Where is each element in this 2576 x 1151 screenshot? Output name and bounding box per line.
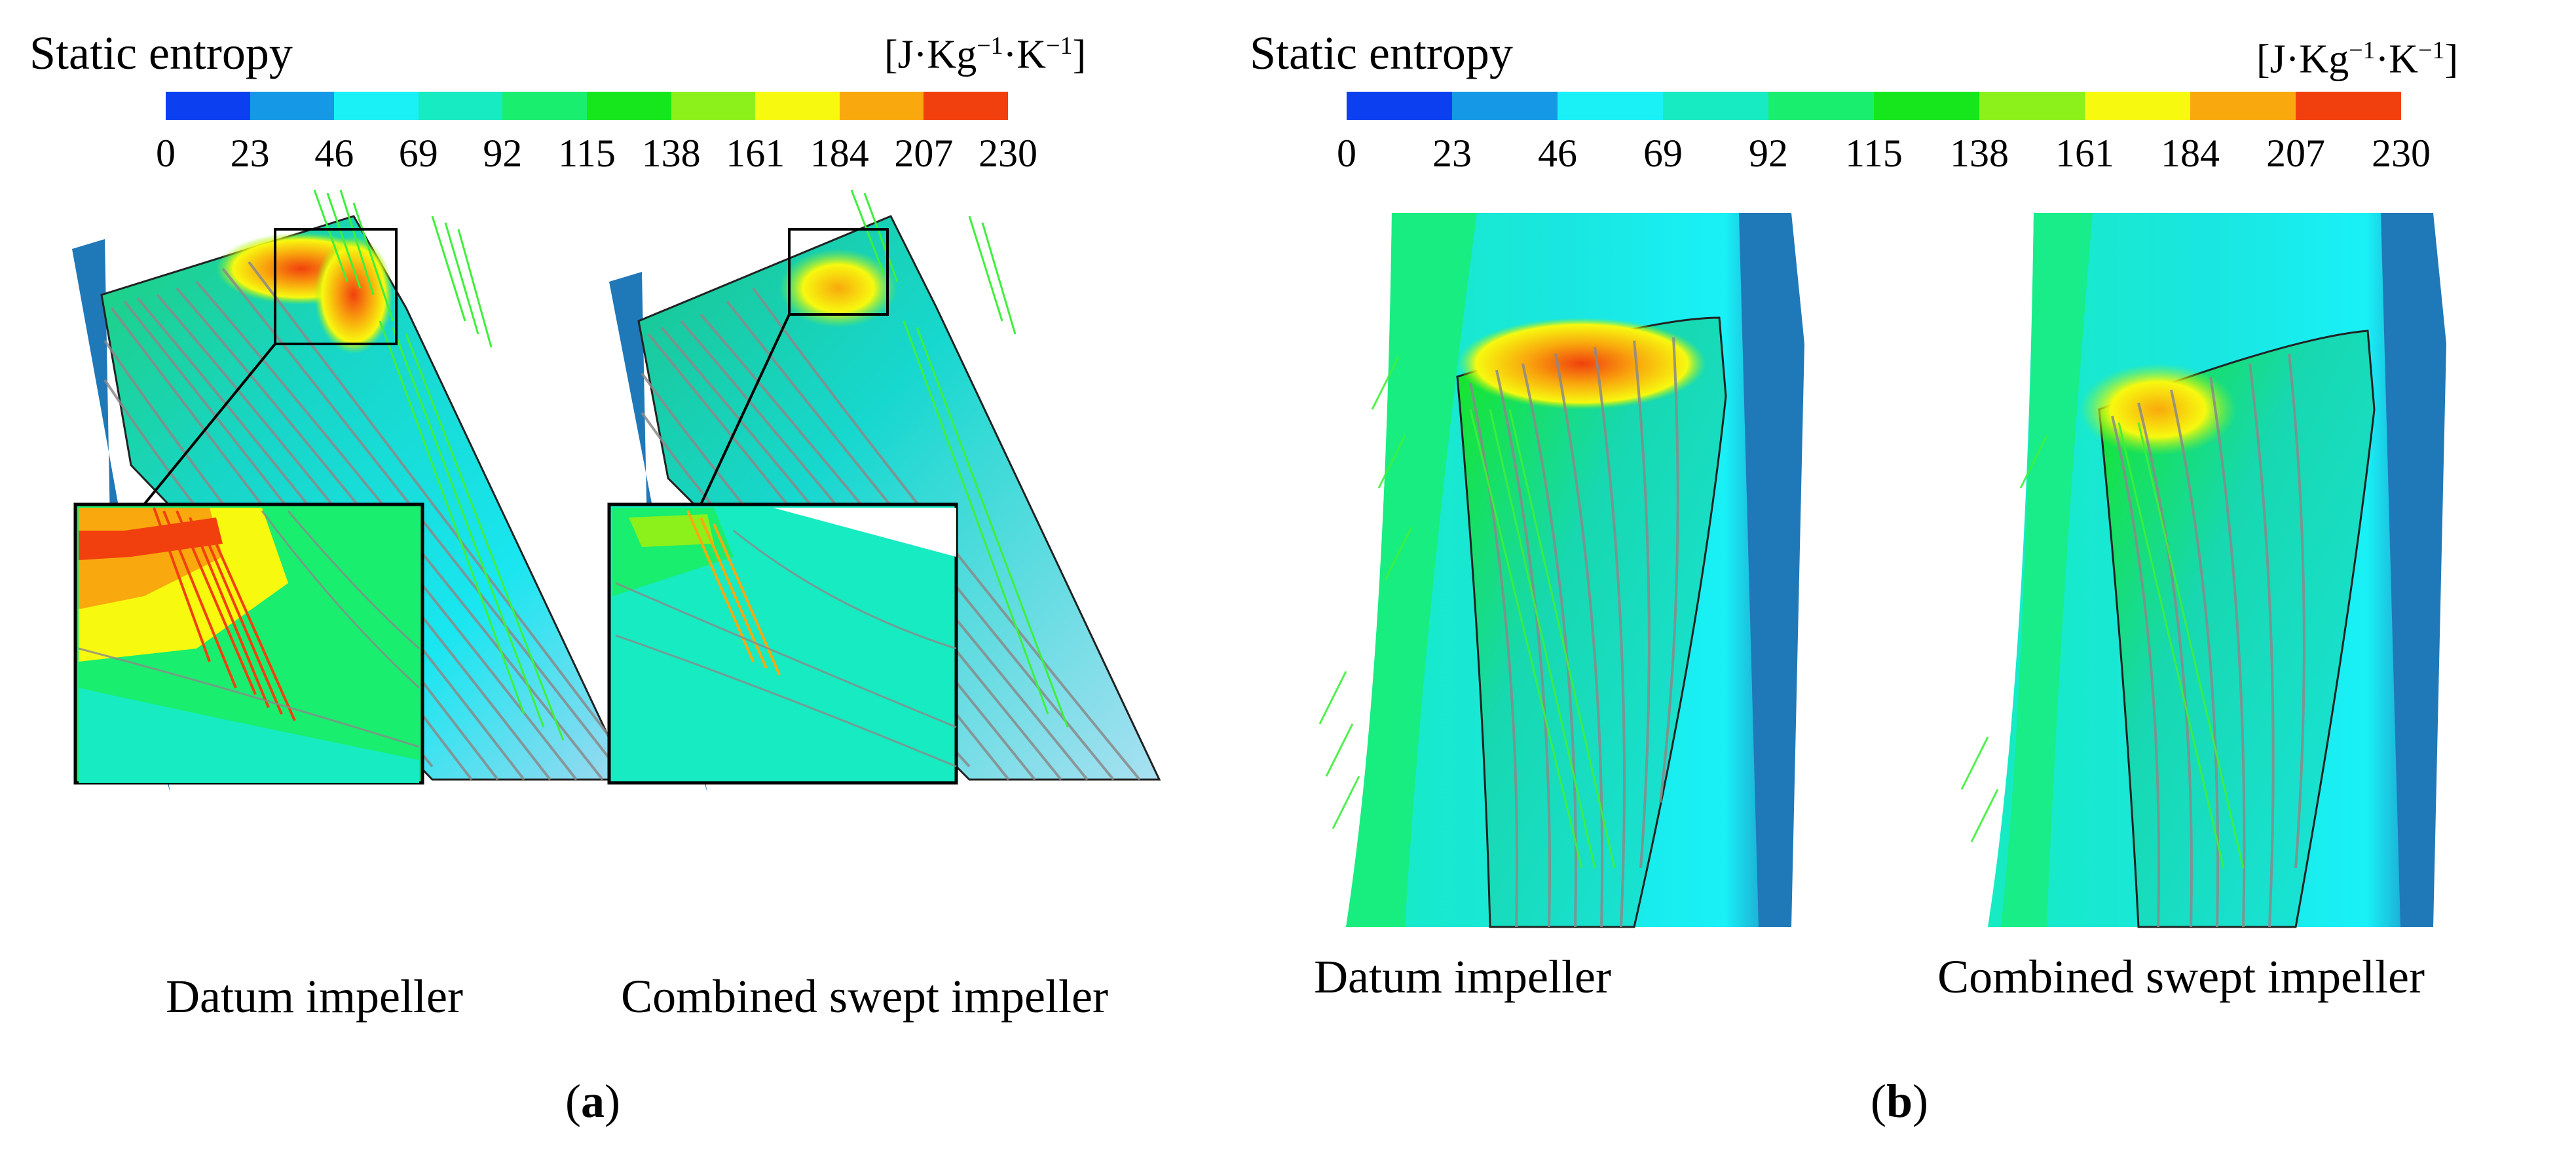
zoom-connector <box>143 343 276 506</box>
zoom-inset <box>607 502 958 785</box>
panel-label-a: (a) <box>565 1075 620 1127</box>
colorbar-tick-label: 46 <box>314 132 354 175</box>
colorbar <box>1347 92 2401 120</box>
high-entropy-region <box>1457 318 1706 409</box>
hub-surface <box>609 272 707 793</box>
panel-b: Static entropy [J·Kg−1·K−1] 0 23 46 69 92 115… <box>1244 0 2576 1151</box>
colorbar-segment <box>2085 92 2190 120</box>
hub-surface <box>72 239 170 793</box>
caption-datum-impeller: Datum impeller <box>1314 951 1611 1003</box>
colorbar-tick-label: 69 <box>398 132 438 175</box>
zoom-connector <box>700 314 791 505</box>
colorbar-unit: [J·Kg−1·K−1] <box>2256 37 2459 82</box>
shroud-surface <box>2381 213 2446 927</box>
colorbar-segment <box>250 92 335 120</box>
colorbar-segment <box>1979 92 2085 120</box>
colorbar-title: Static entropy <box>29 27 293 79</box>
colorbar-segment <box>1347 92 1452 120</box>
colorbar-segment <box>839 92 924 120</box>
colorbar-segment <box>1558 92 1663 120</box>
colorbar-segment <box>166 92 250 120</box>
panel-label-b: (b) <box>1870 1075 1929 1127</box>
high-entropy-region <box>2080 364 2237 455</box>
colorbar-segment <box>2190 92 2296 120</box>
velocity-vectors <box>1318 356 1616 869</box>
colorbar-tick-label: 46 <box>1538 132 1577 175</box>
impeller-views-b <box>1318 213 2446 928</box>
high-entropy-region <box>314 236 393 354</box>
streamlines <box>2111 353 2305 928</box>
colorbar-tick-label: 138 <box>641 132 701 175</box>
colorbar-segment <box>586 92 671 120</box>
swept-impeller-view-b <box>1960 213 2446 928</box>
zoom-box <box>274 228 398 345</box>
colorbar-tick-label: 161 <box>726 132 785 175</box>
colorbar-tick-label: 23 <box>1432 132 1472 175</box>
streamlines <box>1469 337 1679 928</box>
zoom-inset <box>73 502 424 785</box>
colorbar-segment <box>2296 92 2401 120</box>
colorbar <box>166 92 1008 120</box>
colorbar-tick-label: 184 <box>2161 132 2220 175</box>
colorbar-segment <box>671 92 756 120</box>
colorbar-segment <box>502 92 587 120</box>
colorbar-tick-label: 207 <box>2266 132 2325 175</box>
colorbar-tick-label: 115 <box>1845 132 1903 175</box>
colorbar-unit: [J·Kg−1·K−1] <box>884 32 1087 77</box>
datum-impeller-view-b <box>1318 213 1804 928</box>
colorbar-tick-label: 0 <box>1337 132 1356 175</box>
zoom-box <box>788 228 889 316</box>
colorbar-segment <box>1874 92 1979 120</box>
high-entropy-region <box>779 249 897 328</box>
velocity-vectors <box>313 189 565 741</box>
colorbar-segment <box>1663 92 1768 120</box>
swept-impeller-view-a <box>607 189 1161 793</box>
panel-a: Static entropy [J·Kg−1·K−1] 0 23 46 69 92 115… <box>0 0 1161 1151</box>
colorbar-tick-label: 138 <box>1950 132 2009 175</box>
colorbar-tick-label: 23 <box>230 132 270 175</box>
colorbar-tick-label: 184 <box>810 132 869 175</box>
datum-impeller-view-a <box>72 189 631 793</box>
colorbar-segment <box>418 92 503 120</box>
caption-datum-impeller: Datum impeller <box>166 970 463 1023</box>
colorbar-tick-label: 161 <box>2055 132 2114 175</box>
colorbar-segment <box>755 92 840 120</box>
colorbar-segment <box>1768 92 1874 120</box>
impeller-views-a <box>72 189 1161 793</box>
caption-combined-swept-impeller: Combined swept impeller <box>1937 951 2425 1003</box>
colorbar-tick-label: 92 <box>1749 132 1788 175</box>
inset-vectors <box>153 507 296 721</box>
colorbar-title: Static entropy <box>1250 27 1513 79</box>
shroud-surface <box>1739 213 1804 927</box>
velocity-vectors <box>1960 422 2245 869</box>
colorbar-tick-label: 69 <box>1643 132 1683 175</box>
colorbar-segment <box>1452 92 1558 120</box>
colorbar-tick-label: 0 <box>156 132 176 175</box>
colorbar-tick-label: 230 <box>2372 132 2431 175</box>
colorbar-tick-label: 207 <box>894 132 954 175</box>
colorbar-tick-label: 92 <box>483 132 523 175</box>
colorbar-tick-label: 115 <box>558 132 616 175</box>
colorbar-tick-label: 230 <box>979 132 1037 175</box>
velocity-vectors <box>850 189 1069 728</box>
caption-combined-swept-impeller: Combined swept impeller <box>621 970 1108 1023</box>
colorbar-segment <box>334 92 419 120</box>
colorbar-segment <box>924 92 1008 120</box>
